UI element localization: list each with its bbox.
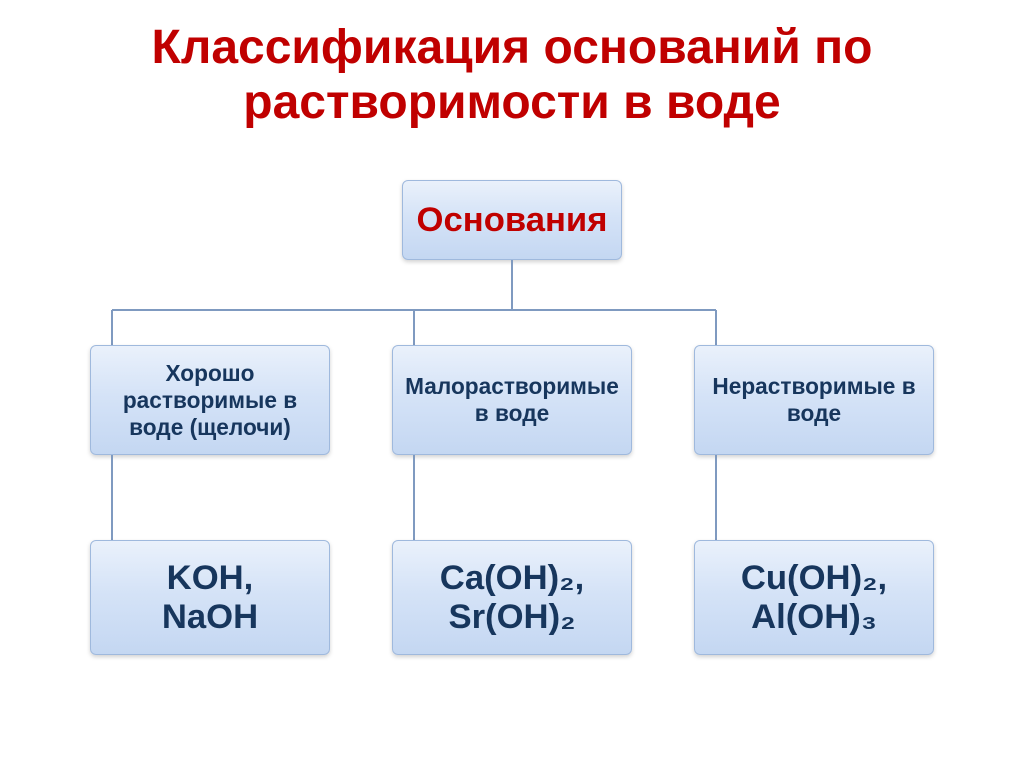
connector-line	[413, 455, 415, 540]
category-node: Малорастворимыев воде	[392, 345, 632, 455]
example-node-label: Ca(OH)₂,Sr(OH)₂	[440, 559, 584, 637]
slide-title: Классификация оснований по растворимости…	[0, 20, 1024, 130]
example-node-label: KOH,NaOH	[162, 559, 258, 637]
example-node: KOH,NaOH	[90, 540, 330, 655]
connector-line	[715, 455, 717, 540]
title-line2: растворимости в воде	[243, 76, 780, 129]
example-node: Ca(OH)₂,Sr(OH)₂	[392, 540, 632, 655]
example-node: Cu(OH)₂,Al(OH)₃	[694, 540, 934, 655]
category-node-label: Нерастворимые вводе	[712, 373, 915, 427]
tree-root: Основания	[402, 180, 622, 260]
example-node-label: Cu(OH)₂,Al(OH)₃	[741, 559, 887, 637]
connector-line	[715, 310, 717, 345]
root-label: Основания	[417, 201, 608, 240]
connector-line	[511, 260, 513, 310]
connector-line	[413, 310, 415, 345]
category-node: Хорошорастворимые вводе (щелочи)	[90, 345, 330, 455]
slide: Классификация оснований по растворимости…	[0, 0, 1024, 767]
category-node-label: Малорастворимыев воде	[405, 373, 619, 427]
title-line1: Классификация оснований по	[152, 21, 873, 74]
connector-line	[111, 455, 113, 540]
category-node-label: Хорошорастворимые вводе (щелочи)	[123, 360, 297, 441]
connector-line	[111, 310, 113, 345]
category-node: Нерастворимые вводе	[694, 345, 934, 455]
